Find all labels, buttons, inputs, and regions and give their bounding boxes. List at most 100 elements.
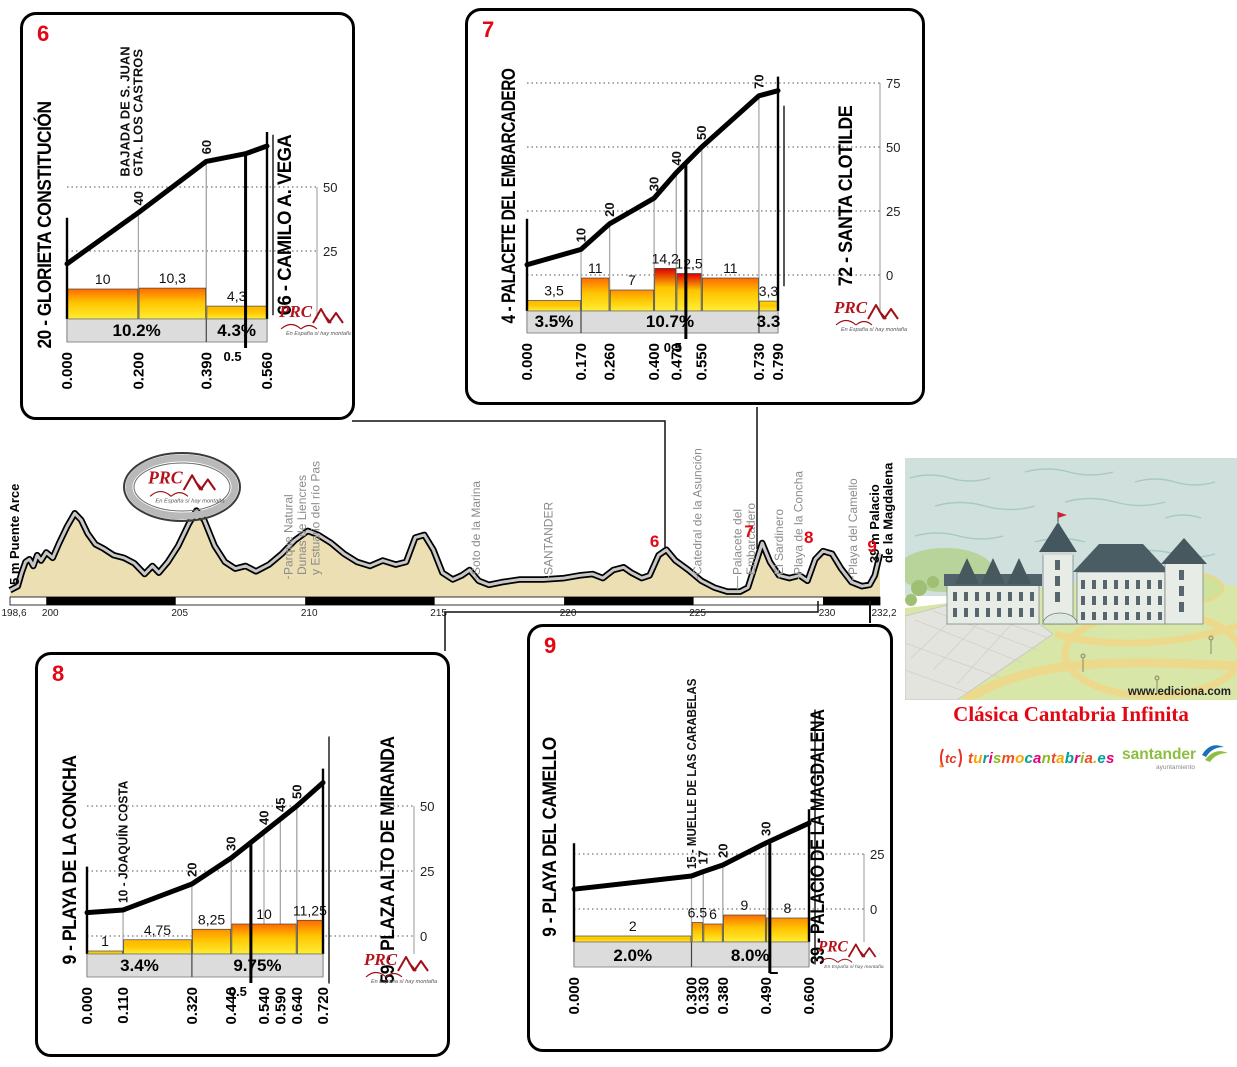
svg-text:4 - PALACETE DEL EMBARCADERO: 4 - PALACETE DEL EMBARCADERO [499,69,520,324]
svg-text:50: 50 [323,180,337,195]
stage-profile-chart: 5 m Puente Arce Parque Natural Dunas de Li… [1,448,896,619]
svg-text:En España sí hay montaña: En España sí hay montaña [824,964,884,970]
svg-text:3.3: 3.3 [757,312,781,331]
svg-text:59 - PLAZA ALTO DE MIRANDA: 59 - PLAZA ALTO DE MIRANDA [378,736,399,984]
svg-text:3.4%: 3.4% [120,956,159,975]
svg-text:Dunas de Liencres: Dunas de Liencres [295,475,309,575]
svg-text:0.000: 0.000 [59,352,76,390]
svg-text:12,5: 12,5 [675,256,702,272]
svg-text:Parque Natural: Parque Natural [281,494,295,575]
svg-text:0.490: 0.490 [758,977,775,1015]
svg-text:10 - JOAQUÍN COSTA: 10 - JOAQUÍN COSTA [116,780,131,903]
svg-text:PRC: PRC [363,950,398,969]
svg-text:10: 10 [95,271,111,287]
svg-text:0.440: 0.440 [223,987,240,1025]
svg-text:PRC: PRC [833,298,868,317]
svg-text:0.5: 0.5 [229,984,247,999]
svg-text:50: 50 [289,785,304,799]
svg-text:0.5: 0.5 [664,340,682,355]
svg-text:20: 20 [602,202,617,216]
svg-text:0.380: 0.380 [715,977,732,1015]
svg-text:25: 25 [420,864,434,879]
svg-text:0.330: 0.330 [695,977,712,1015]
ediciona-credit: www.ediciona.com [1127,686,1231,698]
svg-text:70: 70 [751,74,766,88]
svg-text:225: 225 [689,608,706,619]
palace-illustration: www.ediciona.com [905,458,1237,700]
svg-text:0.720: 0.720 [315,987,332,1025]
svg-text:39 - PALACIO DE LA MAGDALENA: 39 - PALACIO DE LA MAGDALENA [808,709,829,965]
svg-text:40: 40 [669,151,684,165]
svg-text:9: 9 [740,897,748,913]
svg-text:Embarcadero: Embarcadero [744,503,758,575]
climb-panel-9: 9 0 25 15 - MUELLE DE LAS CARABELAS 17 20 30 2… [527,624,893,1052]
svg-text:9.75%: 9.75% [233,956,281,975]
svg-text:Soto de la Marina: Soto de la Marina [469,481,483,575]
svg-text:SANTANDER: SANTANDER [542,502,556,575]
svg-text:0.320: 0.320 [184,987,201,1025]
svg-text:50: 50 [420,799,434,814]
svg-text:40: 40 [257,811,272,825]
svg-text:6: 6 [650,532,659,551]
svg-text:0: 0 [420,929,427,944]
svg-text:11: 11 [588,260,603,276]
svg-text:0.390: 0.390 [198,352,215,390]
svg-text:3,5: 3,5 [544,283,564,299]
svg-text:220: 220 [560,608,577,619]
svg-text:17: 17 [696,850,711,864]
svg-text:60: 60 [199,140,214,154]
svg-text:10,3: 10,3 [159,270,186,286]
turismo-logo-text: turismocantabria.es [968,749,1115,767]
svg-text:11: 11 [723,260,738,276]
svg-text:30: 30 [647,177,662,191]
svg-text:10.7%: 10.7% [646,312,694,331]
svg-text:santander: santander [1122,746,1196,763]
svg-text:0.110: 0.110 [115,987,132,1024]
svg-text:0.170: 0.170 [573,343,590,381]
svg-text:0.400: 0.400 [646,343,663,381]
panel-number: 6 [37,21,50,46]
svg-text:En España sí hay montaña: En España sí hay montaña [841,327,907,333]
svg-text:7: 7 [628,272,636,288]
svg-text:8,25: 8,25 [198,911,225,927]
svg-text:0.730: 0.730 [751,343,768,381]
santander-wave-icon [1202,745,1224,757]
svg-text:tc: tc [945,751,957,766]
svg-text:Playa de la Concha: Playa de la Concha [791,471,805,575]
svg-text:Palacete del: Palacete del [731,509,745,575]
tc-icon: tc [939,748,962,768]
svg-text:40: 40 [131,191,146,205]
svg-text:Playa del Camello: Playa del Camello [846,478,860,575]
svg-text:66 - CAMILO A. VEGA: 66 - CAMILO A. VEGA [275,134,296,315]
santander-logo: santander ayuntamiento [1122,745,1228,771]
svg-text:0: 0 [886,268,893,283]
svg-text:de la Magdalena: de la Magdalena [880,462,895,563]
palace-building [944,512,1207,625]
svg-text:0.640: 0.640 [289,987,306,1025]
svg-text:7: 7 [744,522,753,541]
svg-text:El Sardinero: El Sardinero [772,509,786,575]
svg-text:30: 30 [224,837,239,851]
turismocantabria-logo: tc turismocantabria.es [938,746,1115,770]
climb-chart-7: 0 25 50 75 10 20 30 40 50 70 3,5 11 7 14,212,5 11 3,3 3.… [499,69,907,381]
svg-text:205: 205 [171,608,188,619]
svg-text:0.300: 0.300 [684,977,701,1015]
climb-panel-6: 6 25 50 40 BAJADA DE S. JUAN GTA. LOS CASTRO… [20,12,355,420]
svg-text:6: 6 [709,906,717,922]
climb-panel-8: 8 0 25 50 10 - JOAQUÍN COSTA 20 30 40 45 50 1 4,75… [35,652,450,1057]
svg-text:0.590: 0.590 [272,987,289,1025]
svg-text:15 - MUELLE DE LAS CARABELAS: 15 - MUELLE DE LAS CARABELAS [684,678,699,869]
path [962,658,1237,700]
svg-text:0.550: 0.550 [694,343,711,381]
svg-text:30: 30 [758,822,773,836]
svg-text:0.200: 0.200 [130,352,147,390]
svg-text:9 - PLAYA DE LA CONCHA: 9 - PLAYA DE LA CONCHA [60,755,81,965]
svg-text:10: 10 [574,228,589,242]
svg-text:0.470: 0.470 [668,343,685,381]
svg-text:0.540: 0.540 [256,987,273,1025]
svg-text:0.5: 0.5 [223,349,241,364]
svg-text:PRC: PRC [147,468,184,488]
